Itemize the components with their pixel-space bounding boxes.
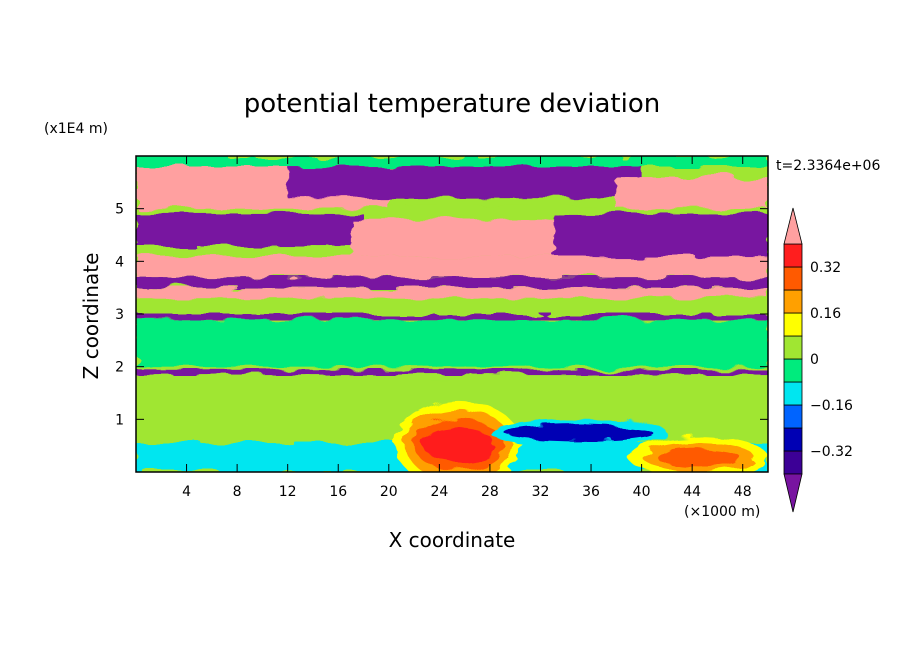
x-tick-label: 36 (582, 484, 600, 500)
colorbar: 0.32 0.16 0 −0.16 −0.32 (783, 207, 853, 513)
x-tick-label: 28 (481, 484, 499, 500)
y-tick-label: 1 (115, 412, 124, 428)
y-axis: 1 2 3 4 5 (115, 202, 768, 428)
x-tick-label: 24 (430, 484, 448, 500)
field-region-band-upper-purple-right (553, 213, 768, 262)
y-tick-label: 5 (115, 202, 124, 218)
colorbar-segment (783, 381, 803, 406)
field-region-band-upper-pink-center (350, 219, 566, 257)
colorbar-segment (783, 312, 803, 337)
colorbar-over-arrow (783, 207, 803, 245)
colorbar-segment (783, 450, 803, 475)
colorbar-tick-label: 0.16 (810, 306, 841, 322)
x-axis: 4 8 12 16 20 24 28 32 36 40 44 48 (182, 156, 752, 500)
field-stripe (136, 206, 768, 214)
field-region-thin-line-3 (136, 314, 768, 320)
colorbar-tick-label: −0.32 (810, 444, 853, 460)
y-tick-label: 2 (115, 360, 124, 376)
contour-field (136, 156, 768, 472)
x-tick-label: 20 (380, 484, 398, 500)
field-region-band-upper-purple-left (136, 213, 364, 246)
colorbar-tick-label: −0.16 (810, 398, 853, 414)
field-region-hot-plume (395, 400, 522, 472)
x-tick-label: 44 (683, 484, 701, 500)
field-region-band-mid-purple (136, 277, 768, 288)
x-axis-label: X coordinate (389, 528, 516, 552)
colorbar-segment (783, 427, 803, 452)
y-tick-label: 3 (115, 307, 124, 323)
colorbar-under-arrow (783, 473, 803, 513)
x-tick-label: 4 (182, 484, 191, 500)
chart-title: potential temperature deviation (244, 89, 660, 119)
field-region-band-mid-pink (136, 256, 768, 278)
colorbar-segment (783, 243, 803, 268)
field-region-band-pink-low (136, 287, 768, 299)
y-tick-label: 4 (115, 254, 124, 270)
x-tick-label: 16 (329, 484, 347, 500)
x-tick-label: 8 (233, 484, 242, 500)
colorbar-segment (783, 289, 803, 314)
field-region-warm-right (628, 436, 768, 472)
colorbar-segment (783, 266, 803, 291)
field-stripe (136, 319, 768, 367)
field-region-cold-pool (489, 418, 667, 447)
x-tick-label: 12 (279, 484, 297, 500)
x-tick-label: 48 (734, 484, 752, 500)
y-unit-label: (x1E4 m) (44, 121, 108, 137)
colorbar-tick-label: 0.32 (810, 260, 841, 276)
colorbar-segment (783, 335, 803, 360)
x-tick-label: 40 (633, 484, 651, 500)
colorbar-segment (783, 404, 803, 429)
y-axis-label: Z coordinate (79, 253, 103, 380)
time-label: t=2.3364e+06 (776, 158, 880, 174)
field-region-band-top-pink-right (616, 177, 768, 209)
field-stripe (136, 156, 768, 167)
field-region-thin-line-2 (136, 369, 768, 375)
x-unit-label: (×1000 m) (684, 504, 760, 520)
x-tick-label: 32 (532, 484, 550, 500)
field-region-band-top-purple-center (287, 166, 642, 199)
colorbar-segment (783, 358, 803, 383)
colorbar-tick-label: 0 (810, 352, 819, 368)
